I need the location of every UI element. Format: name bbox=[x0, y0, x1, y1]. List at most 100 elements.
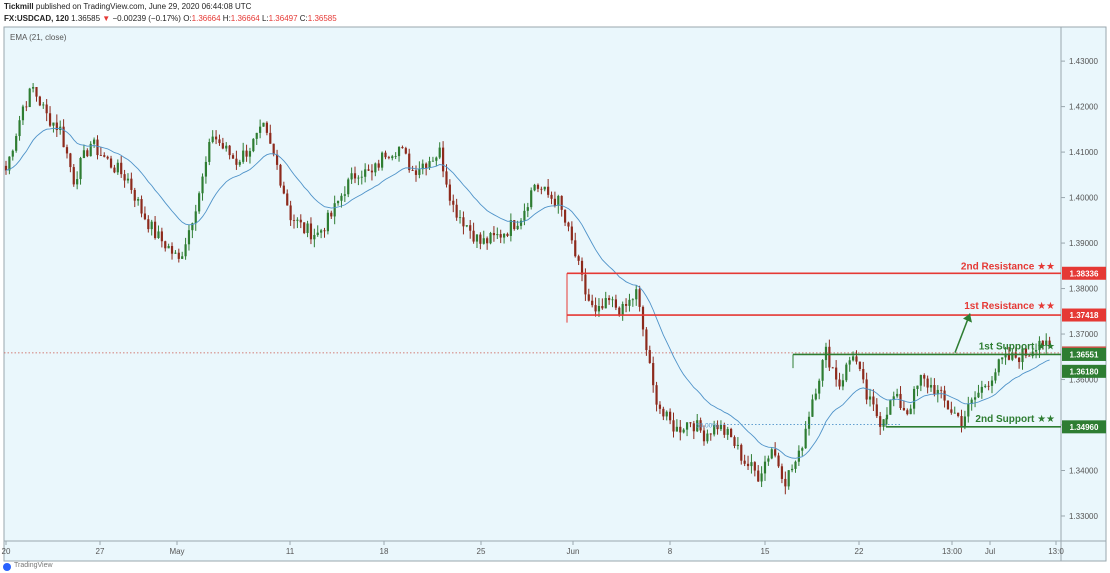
plot-background bbox=[4, 27, 1061, 541]
candle-body bbox=[143, 213, 147, 220]
candle-body bbox=[713, 424, 716, 435]
candle-body bbox=[790, 468, 794, 471]
candle-body bbox=[648, 350, 651, 363]
candle-body bbox=[560, 195, 563, 210]
price-badge bbox=[1062, 364, 1106, 378]
candle-body bbox=[225, 145, 228, 149]
candle-body bbox=[570, 226, 573, 241]
candle-body bbox=[960, 416, 963, 427]
high-value: 1.36664 bbox=[230, 14, 260, 23]
candle-body bbox=[774, 449, 777, 456]
candle-body bbox=[929, 385, 933, 388]
candle-body bbox=[780, 466, 784, 479]
candle-body bbox=[584, 274, 587, 295]
time-tick-label: 13:0 bbox=[1048, 547, 1064, 556]
candle-body bbox=[499, 234, 502, 238]
candle-body bbox=[116, 162, 119, 173]
candle-body bbox=[845, 364, 848, 381]
candle-body bbox=[567, 222, 570, 227]
candle-body bbox=[282, 185, 285, 194]
candle-body bbox=[540, 188, 543, 190]
candle-body bbox=[133, 189, 136, 201]
candle-body bbox=[472, 230, 475, 242]
ema-indicator-label[interactable]: EMA (21, close) bbox=[10, 33, 67, 42]
candle-body bbox=[374, 163, 377, 173]
fibonacci-50-label: 50.00% bbox=[696, 423, 718, 430]
time-tick-label: Jul bbox=[985, 547, 995, 556]
candle-body bbox=[1048, 340, 1051, 348]
publisher-name[interactable]: Tickmill bbox=[4, 2, 34, 11]
candle-body bbox=[255, 132, 258, 139]
candle-body bbox=[638, 289, 641, 307]
candle-body bbox=[441, 147, 445, 172]
open-label: O: bbox=[183, 14, 192, 23]
candle-body bbox=[153, 221, 157, 239]
projection-arrowhead-icon bbox=[963, 313, 972, 323]
candle-body bbox=[421, 163, 424, 170]
candle-body bbox=[950, 409, 953, 413]
candle-body bbox=[231, 155, 235, 159]
candle-body bbox=[662, 408, 665, 417]
candle-body bbox=[479, 234, 482, 244]
symbol[interactable]: FX:USDCAD, 120 bbox=[4, 14, 69, 23]
candle-body bbox=[458, 217, 462, 219]
candle-body bbox=[923, 375, 926, 379]
candle-body bbox=[452, 200, 455, 205]
candle-body bbox=[902, 408, 906, 411]
price-badge bbox=[1062, 266, 1106, 280]
candle-body bbox=[289, 205, 292, 221]
candle-body bbox=[926, 378, 929, 388]
candle-body bbox=[990, 380, 994, 386]
price-axis-background bbox=[1061, 27, 1106, 541]
candle-body bbox=[357, 177, 360, 179]
candle-body bbox=[563, 209, 567, 223]
candle-body bbox=[428, 161, 431, 168]
candle-body bbox=[696, 420, 699, 432]
candle-body bbox=[11, 150, 14, 157]
price-tick-label: 1.42000 bbox=[1069, 103, 1098, 112]
candle-body bbox=[381, 152, 384, 168]
candle-body bbox=[370, 170, 374, 173]
price-tick-label: 1.41000 bbox=[1069, 148, 1098, 157]
candle-body bbox=[489, 232, 492, 244]
candle-body bbox=[811, 399, 814, 417]
candle-body bbox=[259, 126, 262, 133]
candle-body bbox=[706, 433, 709, 442]
candle-body bbox=[496, 234, 499, 236]
candle-body bbox=[1024, 348, 1027, 356]
tradingview-footer: TradingView bbox=[0, 562, 1110, 573]
ema-line[interactable] bbox=[5, 127, 1050, 459]
candle-body bbox=[821, 360, 824, 381]
candle-body bbox=[726, 428, 729, 435]
candle-body bbox=[831, 367, 834, 369]
candle-body bbox=[164, 241, 167, 249]
candle-body bbox=[181, 256, 184, 259]
candle-body bbox=[147, 219, 150, 230]
tradingview-brand[interactable]: TradingView bbox=[14, 562, 53, 569]
price-tick-label: 1.39000 bbox=[1069, 239, 1098, 248]
candle-body bbox=[211, 136, 214, 143]
candle-body bbox=[65, 147, 69, 154]
candle-body bbox=[462, 217, 465, 227]
candle-body bbox=[516, 225, 519, 230]
candle-body bbox=[882, 419, 885, 427]
candle-body bbox=[851, 356, 855, 361]
candle-body bbox=[746, 463, 750, 467]
candle-body bbox=[18, 120, 21, 137]
candle-body bbox=[807, 416, 811, 429]
candle-body bbox=[367, 169, 370, 171]
candle-body bbox=[279, 164, 282, 186]
candle-body bbox=[32, 87, 35, 89]
candle-body bbox=[62, 126, 65, 148]
candle-body bbox=[1045, 340, 1048, 346]
candle-body bbox=[794, 461, 797, 469]
candle-body bbox=[513, 220, 516, 230]
low-label: L: bbox=[261, 14, 269, 23]
candle-body bbox=[946, 400, 950, 410]
candle-body bbox=[784, 478, 787, 487]
candle-body bbox=[828, 346, 831, 368]
candle-body bbox=[1034, 350, 1038, 352]
candle-body bbox=[824, 346, 828, 361]
candle-body bbox=[936, 389, 939, 395]
